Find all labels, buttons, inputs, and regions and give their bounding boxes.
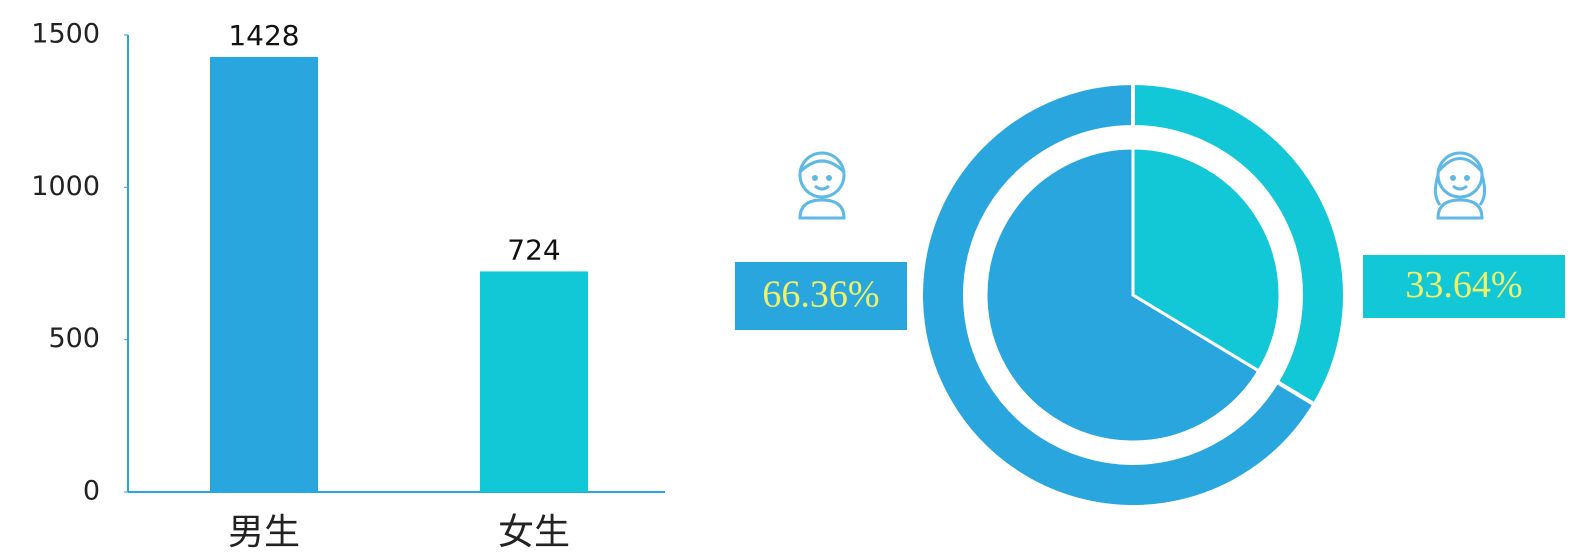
ring-slice — [919, 80, 1318, 509]
bar — [210, 56, 318, 492]
value-label: 1428 — [228, 19, 299, 52]
y-tick-label: 500 — [48, 323, 100, 354]
value-label: 33.64% — [1405, 264, 1522, 306]
pie-slice — [1131, 146, 1282, 373]
ring-slice — [1131, 80, 1347, 408]
girl-icon — [1433, 151, 1487, 220]
label-box — [735, 262, 907, 330]
x-tick-label: 男生 — [228, 512, 300, 553]
pie-slice — [984, 146, 1261, 444]
value-label: 66.36% — [762, 274, 879, 316]
label-box — [1363, 255, 1565, 318]
bar — [480, 271, 588, 492]
y-tick-label: 0 — [83, 476, 100, 507]
value-label: 724 — [507, 233, 560, 266]
y-tick-label: 1500 — [31, 19, 100, 50]
boy-icon — [798, 151, 846, 220]
y-tick-label: 1000 — [31, 171, 100, 202]
x-tick-label: 女生 — [498, 512, 570, 553]
